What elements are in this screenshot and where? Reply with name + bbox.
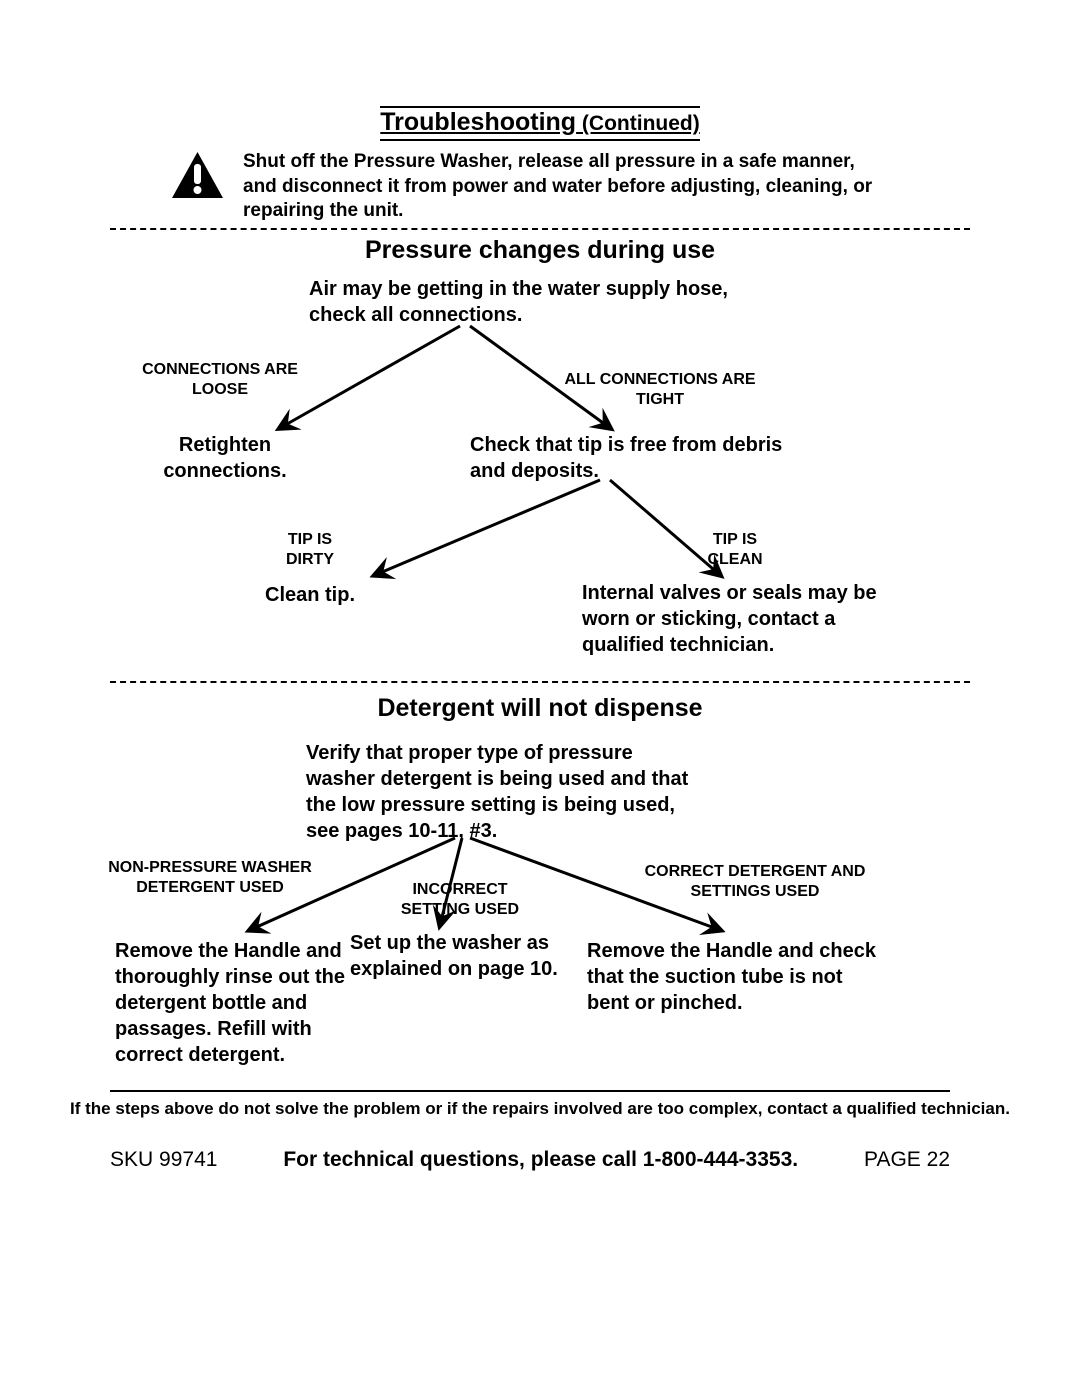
section1-label-left: CONNECTIONS ARE LOOSE [140,360,300,400]
footer-sku-label: SKU [110,1148,153,1171]
page-title: Troubleshooting (Continued) [380,106,699,141]
section1-label-right: ALL CONNECTIONS ARE TIGHT [560,370,760,410]
footer-row: SKU 99741 For technical questions, pleas… [110,1148,950,1172]
warning-row: Shut off the Pressure Washer, release al… [170,150,950,224]
section2-mid-node: Set up the washer as explained on page 1… [350,930,570,982]
section2-right-node: Remove the Handle and check that the suc… [587,938,877,1016]
section2-left-node: Remove the Handle and thoroughly rinse o… [115,938,345,1068]
footer-call: For technical questions, please call 1-8… [283,1148,798,1172]
section1-root: Air may be getting in the water supply h… [309,276,729,328]
footer-sku: SKU 99741 [110,1148,217,1172]
section1-right-node2: Internal valves or seals may be worn or … [582,580,882,658]
section2-title: Detergent will not dispense [0,694,1080,723]
section1-title: Pressure changes during use [0,236,1080,265]
warning-icon [170,150,225,200]
section2-root: Verify that proper type of pressure wash… [306,740,706,844]
section1-label-tipdirty: TIP IS DIRTY [265,530,355,570]
footer-note: If the steps above do not solve the prob… [0,1098,1080,1120]
footer-divider [110,1090,950,1092]
title-sub: (Continued) [576,112,700,135]
section1-left-node2: Clean tip. [265,582,415,608]
section1-left-node: Retighten connections. [125,432,325,484]
footer-page-label: PAGE [864,1148,921,1171]
footer-page: PAGE 22 [864,1148,950,1172]
section1-label-tipclean: TIP IS CLEAN [690,530,780,570]
page: Troubleshooting (Continued) Shut off the… [0,0,1080,1397]
section2-label-mid: INCORRECT SETTING USED [380,880,540,920]
title-main: Troubleshooting [380,108,576,136]
footer-sku-value: 99741 [159,1148,217,1171]
section2-label-right: CORRECT DETERGENT AND SETTINGS USED [640,862,870,902]
warning-text: Shut off the Pressure Washer, release al… [243,150,883,224]
section2-label-left: NON-PRESSURE WASHER DETERGENT USED [105,858,315,898]
page-title-wrap: Troubleshooting (Continued) [0,106,1080,141]
dashed-divider-2 [110,681,970,683]
footer-page-value: 22 [927,1148,950,1171]
dashed-divider-1 [110,228,970,230]
section1-right-node: Check that tip is free from debris and d… [470,432,800,484]
